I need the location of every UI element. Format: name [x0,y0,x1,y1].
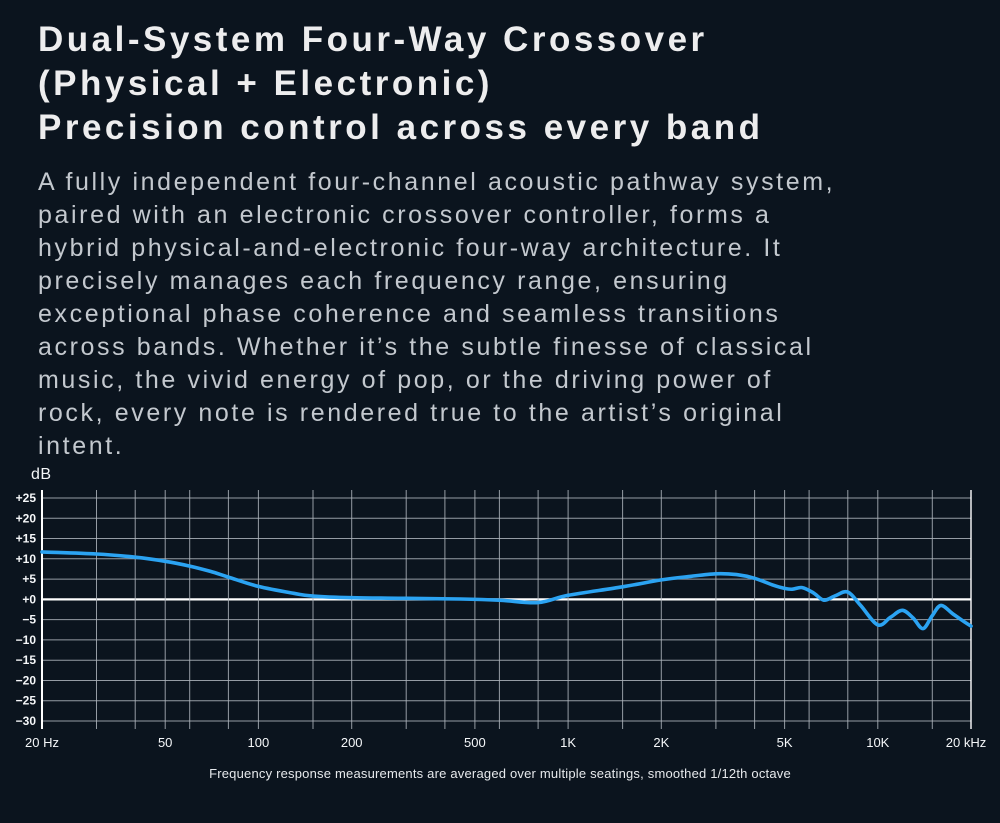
svg-text:10K: 10K [866,735,889,750]
y-tick-labels: +25 +20 +15 +10 +5 +0 −5 −10 −15 −20 −25 −30 [16,491,37,728]
svg-text:−5: −5 [22,613,36,627]
svg-text:−20: −20 [16,674,37,688]
chart-caption: Frequency response measurements are aver… [209,766,791,781]
svg-text:20 kHz: 20 kHz [946,735,986,750]
x-tick-labels: 20 Hz 50 100 200 500 1K 2K 5K 10K 20 kHz [25,735,986,750]
svg-text:50: 50 [158,735,172,750]
svg-text:500: 500 [464,735,486,750]
svg-text:+0: +0 [22,592,36,606]
svg-text:+10: +10 [16,552,37,566]
grid-vertical-lines [41,490,972,729]
svg-text:−25: −25 [16,694,37,708]
svg-text:+20: +20 [16,511,37,525]
frequency-response-chart: dB +25 +20 +15 +10 +5 +0 −5 −10 −15 −20 −25 −30 20 H… [0,466,1000,823]
grid-horizontal-lines [42,497,971,722]
svg-text:+25: +25 [16,491,37,505]
svg-text:20 Hz: 20 Hz [25,735,59,750]
svg-text:−30: −30 [16,714,37,728]
response-curve [40,550,973,631]
intro-paragraph: A fully independent four-channel acousti… [38,168,836,460]
svg-text:200: 200 [341,735,363,750]
svg-text:1K: 1K [560,735,576,750]
chart-canvas: +25 +20 +15 +10 +5 +0 −5 −10 −15 −20 −25 −30 20 Hz 50… [16,490,986,750]
svg-text:+15: +15 [16,532,37,546]
svg-text:100: 100 [248,735,270,750]
svg-text:5K: 5K [777,735,793,750]
svg-text:−10: −10 [16,633,37,647]
svg-text:2K: 2K [653,735,669,750]
y-axis-unit-label: dB [31,466,52,483]
page-title: Dual-System Four-Way Crossover (Physical… [38,20,764,147]
svg-text:+5: +5 [22,572,36,586]
svg-text:−15: −15 [16,653,37,667]
